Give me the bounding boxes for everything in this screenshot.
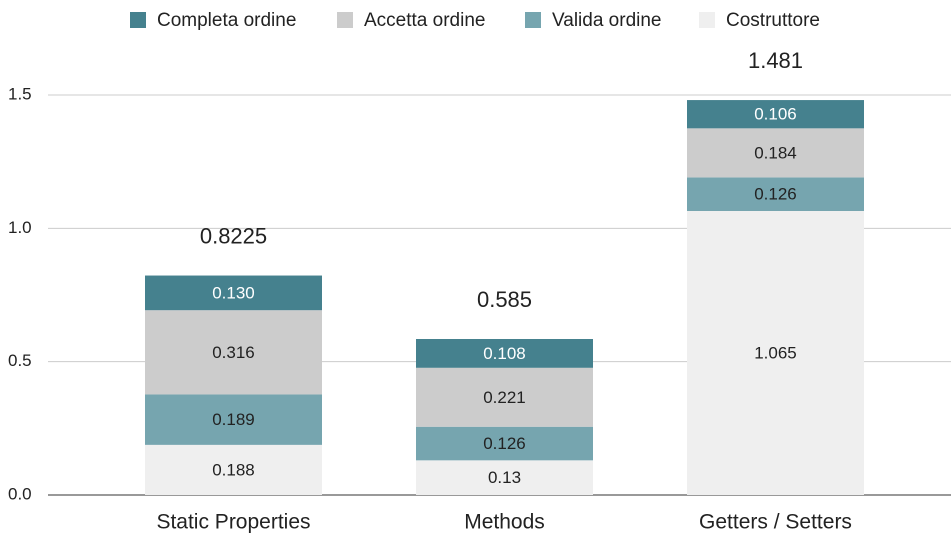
data-label: 0.130 [212,283,255,302]
legend-swatch [337,12,353,28]
data-label: 0.189 [212,410,255,429]
x-tick-label: Methods [464,511,545,534]
data-label: 0.106 [754,105,797,124]
legend-label: Valida ordine [552,10,662,31]
bar-segment [416,460,593,495]
data-label: 0.188 [212,460,255,479]
legend-label: Completa ordine [157,10,296,31]
x-tick-label: Getters / Setters [699,511,852,534]
data-label: 0.316 [212,343,255,362]
bar-segment [687,211,864,495]
bar-segment [687,128,864,178]
total-label: 0.8225 [200,223,267,248]
data-label: 0.126 [483,434,526,453]
y-tick-label: 0.5 [8,351,32,370]
bar-segment [145,275,322,311]
y-tick-label: 0.0 [8,484,32,503]
data-label: 0.126 [754,185,797,204]
data-label: 0.108 [483,344,526,363]
bar-segment [416,367,593,427]
bar-segment [416,339,593,368]
data-label: 0.221 [483,388,526,407]
data-label: 0.184 [754,143,797,162]
bar-segment [145,394,322,445]
legend-label: Accetta ordine [364,10,485,31]
x-tick-label: Static Properties [156,511,310,534]
total-label: 0.585 [477,287,532,312]
data-label: 0.13 [488,468,521,487]
bar-segment [687,100,864,129]
y-tick-label: 1.5 [8,84,32,103]
bar-segment [145,310,322,395]
legend-label: Costruttore [726,10,820,31]
legend-swatch [130,12,146,28]
bar-segment [687,177,864,211]
data-label: 1.065 [754,343,797,362]
legend-swatch [699,12,715,28]
y-tick-label: 1.0 [8,218,32,237]
total-label: 1.481 [748,48,803,73]
bar-segment [145,444,322,495]
bar-segment [416,426,593,461]
legend-swatch [525,12,541,28]
